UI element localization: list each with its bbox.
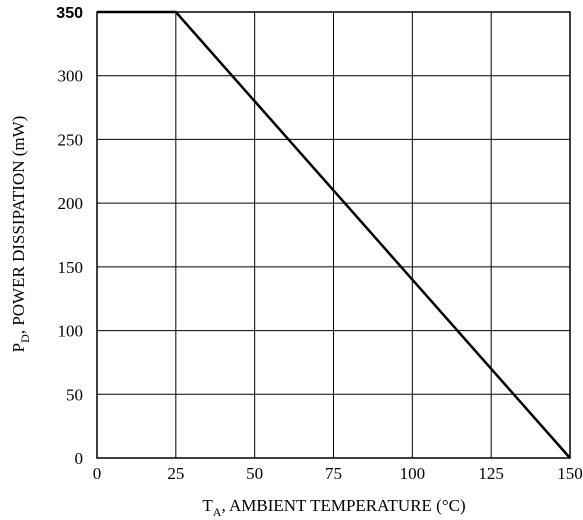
y-tick-label: 100 (58, 322, 84, 341)
y-tick-label: 200 (58, 194, 84, 213)
y-tick-label: 350 (56, 5, 83, 22)
x-tick-labels: 0 25 50 75 100 125 150 (93, 464, 583, 483)
x-axis-label: TA, AMBIENT TEMPERATURE (°C) (202, 496, 465, 519)
plot-frame (96, 11, 571, 459)
grid (96, 11, 571, 459)
x-tick-label: 150 (557, 464, 583, 483)
x-tick-label: 50 (246, 464, 263, 483)
x-tick-label: 0 (93, 464, 102, 483)
y-tick-label: 0 (75, 449, 84, 468)
y-tick-label: 50 (66, 385, 83, 404)
derating-curve (97, 10, 571, 459)
x-tick-label: 25 (167, 464, 184, 483)
y-tick-label: 250 (58, 130, 84, 149)
y-tick-label: 300 (58, 67, 84, 86)
y-tick-labels: 0 50 100 150 200 250 300 350 (56, 5, 83, 468)
x-tick-label: 100 (400, 464, 426, 483)
series-layer (97, 10, 571, 459)
x-tick-label: 75 (325, 464, 342, 483)
y-axis-label: PD, POWER DISSIPATION (mW) (9, 116, 32, 353)
x-tick-label: 125 (478, 464, 504, 483)
y-tick-label: 150 (58, 258, 84, 277)
